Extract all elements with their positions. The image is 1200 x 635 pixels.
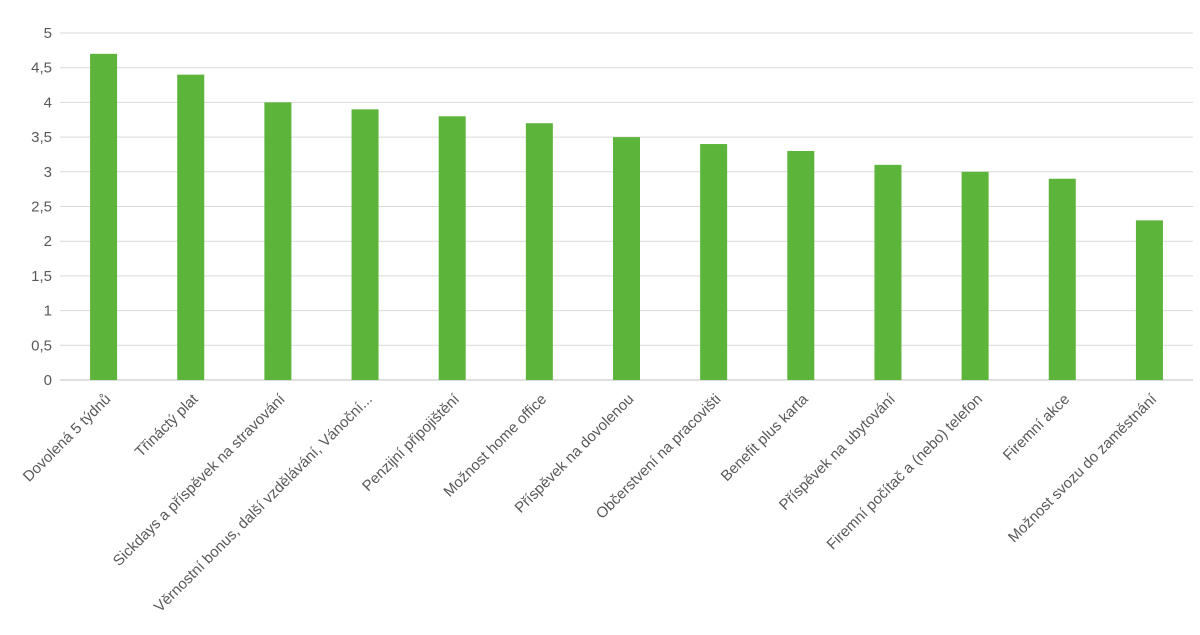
y-tick-label: 4,5	[31, 60, 52, 77]
bar	[874, 164, 902, 380]
bar	[700, 144, 728, 380]
x-category-label: Možnost svozu do zaměstnání	[1005, 390, 1161, 546]
bar	[90, 53, 118, 380]
y-tick-label: 0,5	[31, 337, 52, 354]
y-tick-label: 1,5	[31, 268, 52, 285]
bar	[961, 171, 989, 380]
y-tick-label: 3,5	[31, 129, 52, 146]
y-tick-label: 3	[44, 164, 52, 181]
x-category-label: Třináctý plat	[132, 390, 202, 460]
bar	[264, 102, 292, 381]
x-category-label: Dovolená 5 týdnů	[20, 391, 115, 486]
y-tick-label: 5	[44, 25, 52, 42]
x-category-label: Benefit plus karta	[718, 390, 812, 484]
y-tick-label: 2	[44, 233, 52, 250]
x-category-label: Sickdays a příspěvek na stravování	[110, 390, 289, 569]
bar	[525, 123, 553, 380]
bar	[351, 109, 379, 380]
bar	[1135, 220, 1163, 380]
bar	[1048, 178, 1076, 380]
bar	[613, 137, 640, 380]
y-axis-tick-labels: 0 0,5 1 1,5 2 2,5 3 3,5 4 4,5 5	[31, 25, 52, 389]
y-tick-label: 4	[44, 94, 52, 111]
bar	[787, 150, 815, 380]
x-category-label: Firemní počítač a (nebo) telefon	[824, 391, 986, 553]
x-category-label: Firemní akce	[1000, 391, 1073, 464]
bar	[438, 116, 466, 380]
bars	[90, 53, 1163, 381]
y-tick-label: 0	[44, 372, 52, 389]
y-tick-label: 1	[44, 303, 52, 320]
y-tick-label: 2,5	[31, 199, 52, 216]
bar	[177, 74, 205, 380]
x-category-label: Penzijní připojištění	[359, 390, 464, 495]
